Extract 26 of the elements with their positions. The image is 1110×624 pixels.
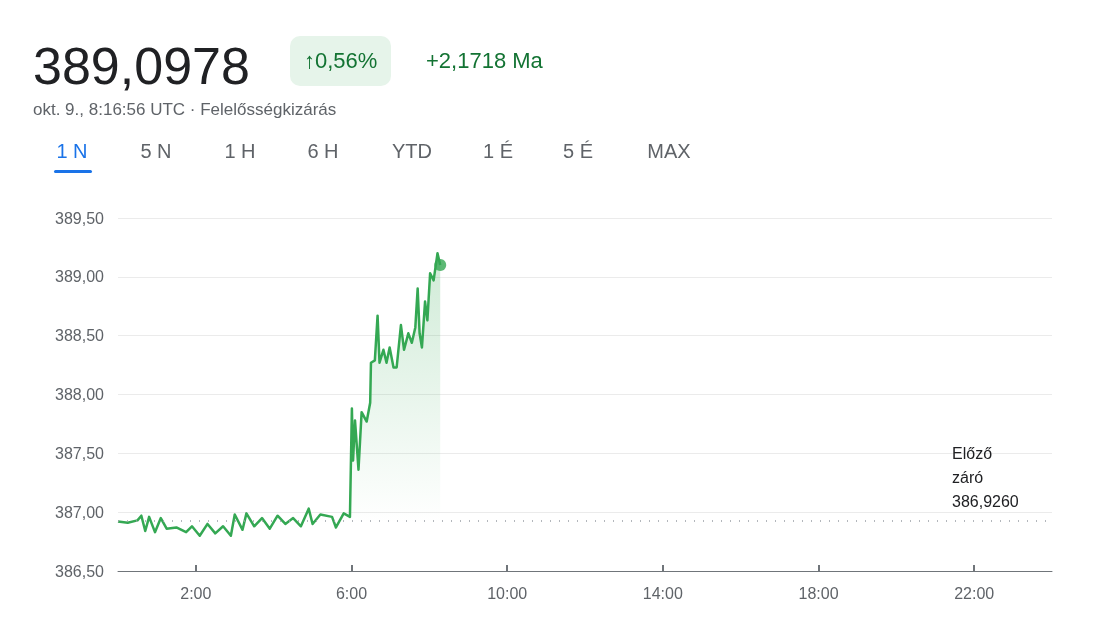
chart-title: 389,0978 (33, 36, 250, 96)
x-tick-label: 10:00 (487, 584, 528, 602)
x-tick-label: 2:00 (180, 584, 212, 602)
x-tick-label: 22:00 (954, 584, 995, 602)
x-tick-label: 14:00 (642, 584, 683, 602)
text: 6 H (306, 140, 340, 163)
text: 5 N (139, 140, 173, 163)
text: 1 É (482, 140, 514, 163)
y-tick-label: 389,50 (55, 209, 105, 227)
x-tick-label: 6:00 (335, 584, 368, 602)
y-tick-label: 387,00 (55, 503, 105, 521)
text: +2,1718 Ma (426, 48, 543, 74)
y-tick-label: 386,50 (55, 562, 105, 580)
y-tick-label: 389,00 (55, 268, 105, 286)
y-tick-label: 388,50 (55, 327, 105, 345)
text: ↑0,56% (290, 36, 392, 86)
text: 5 É (562, 140, 594, 163)
text: 1 N (55, 140, 89, 163)
text: MAX (646, 140, 692, 163)
text: okt. 9., 8:16:56 UTC · Felelősségkizárás (33, 100, 337, 120)
ref-line-label: Előző záró 386,9260 (952, 444, 1019, 510)
x-tick-label: 18:00 (798, 584, 839, 602)
y-tick-label: 387,50 (55, 444, 105, 462)
text: 1 H (223, 140, 257, 163)
text: YTD (391, 140, 433, 163)
y-tick-label: 388,00 (55, 386, 105, 403)
